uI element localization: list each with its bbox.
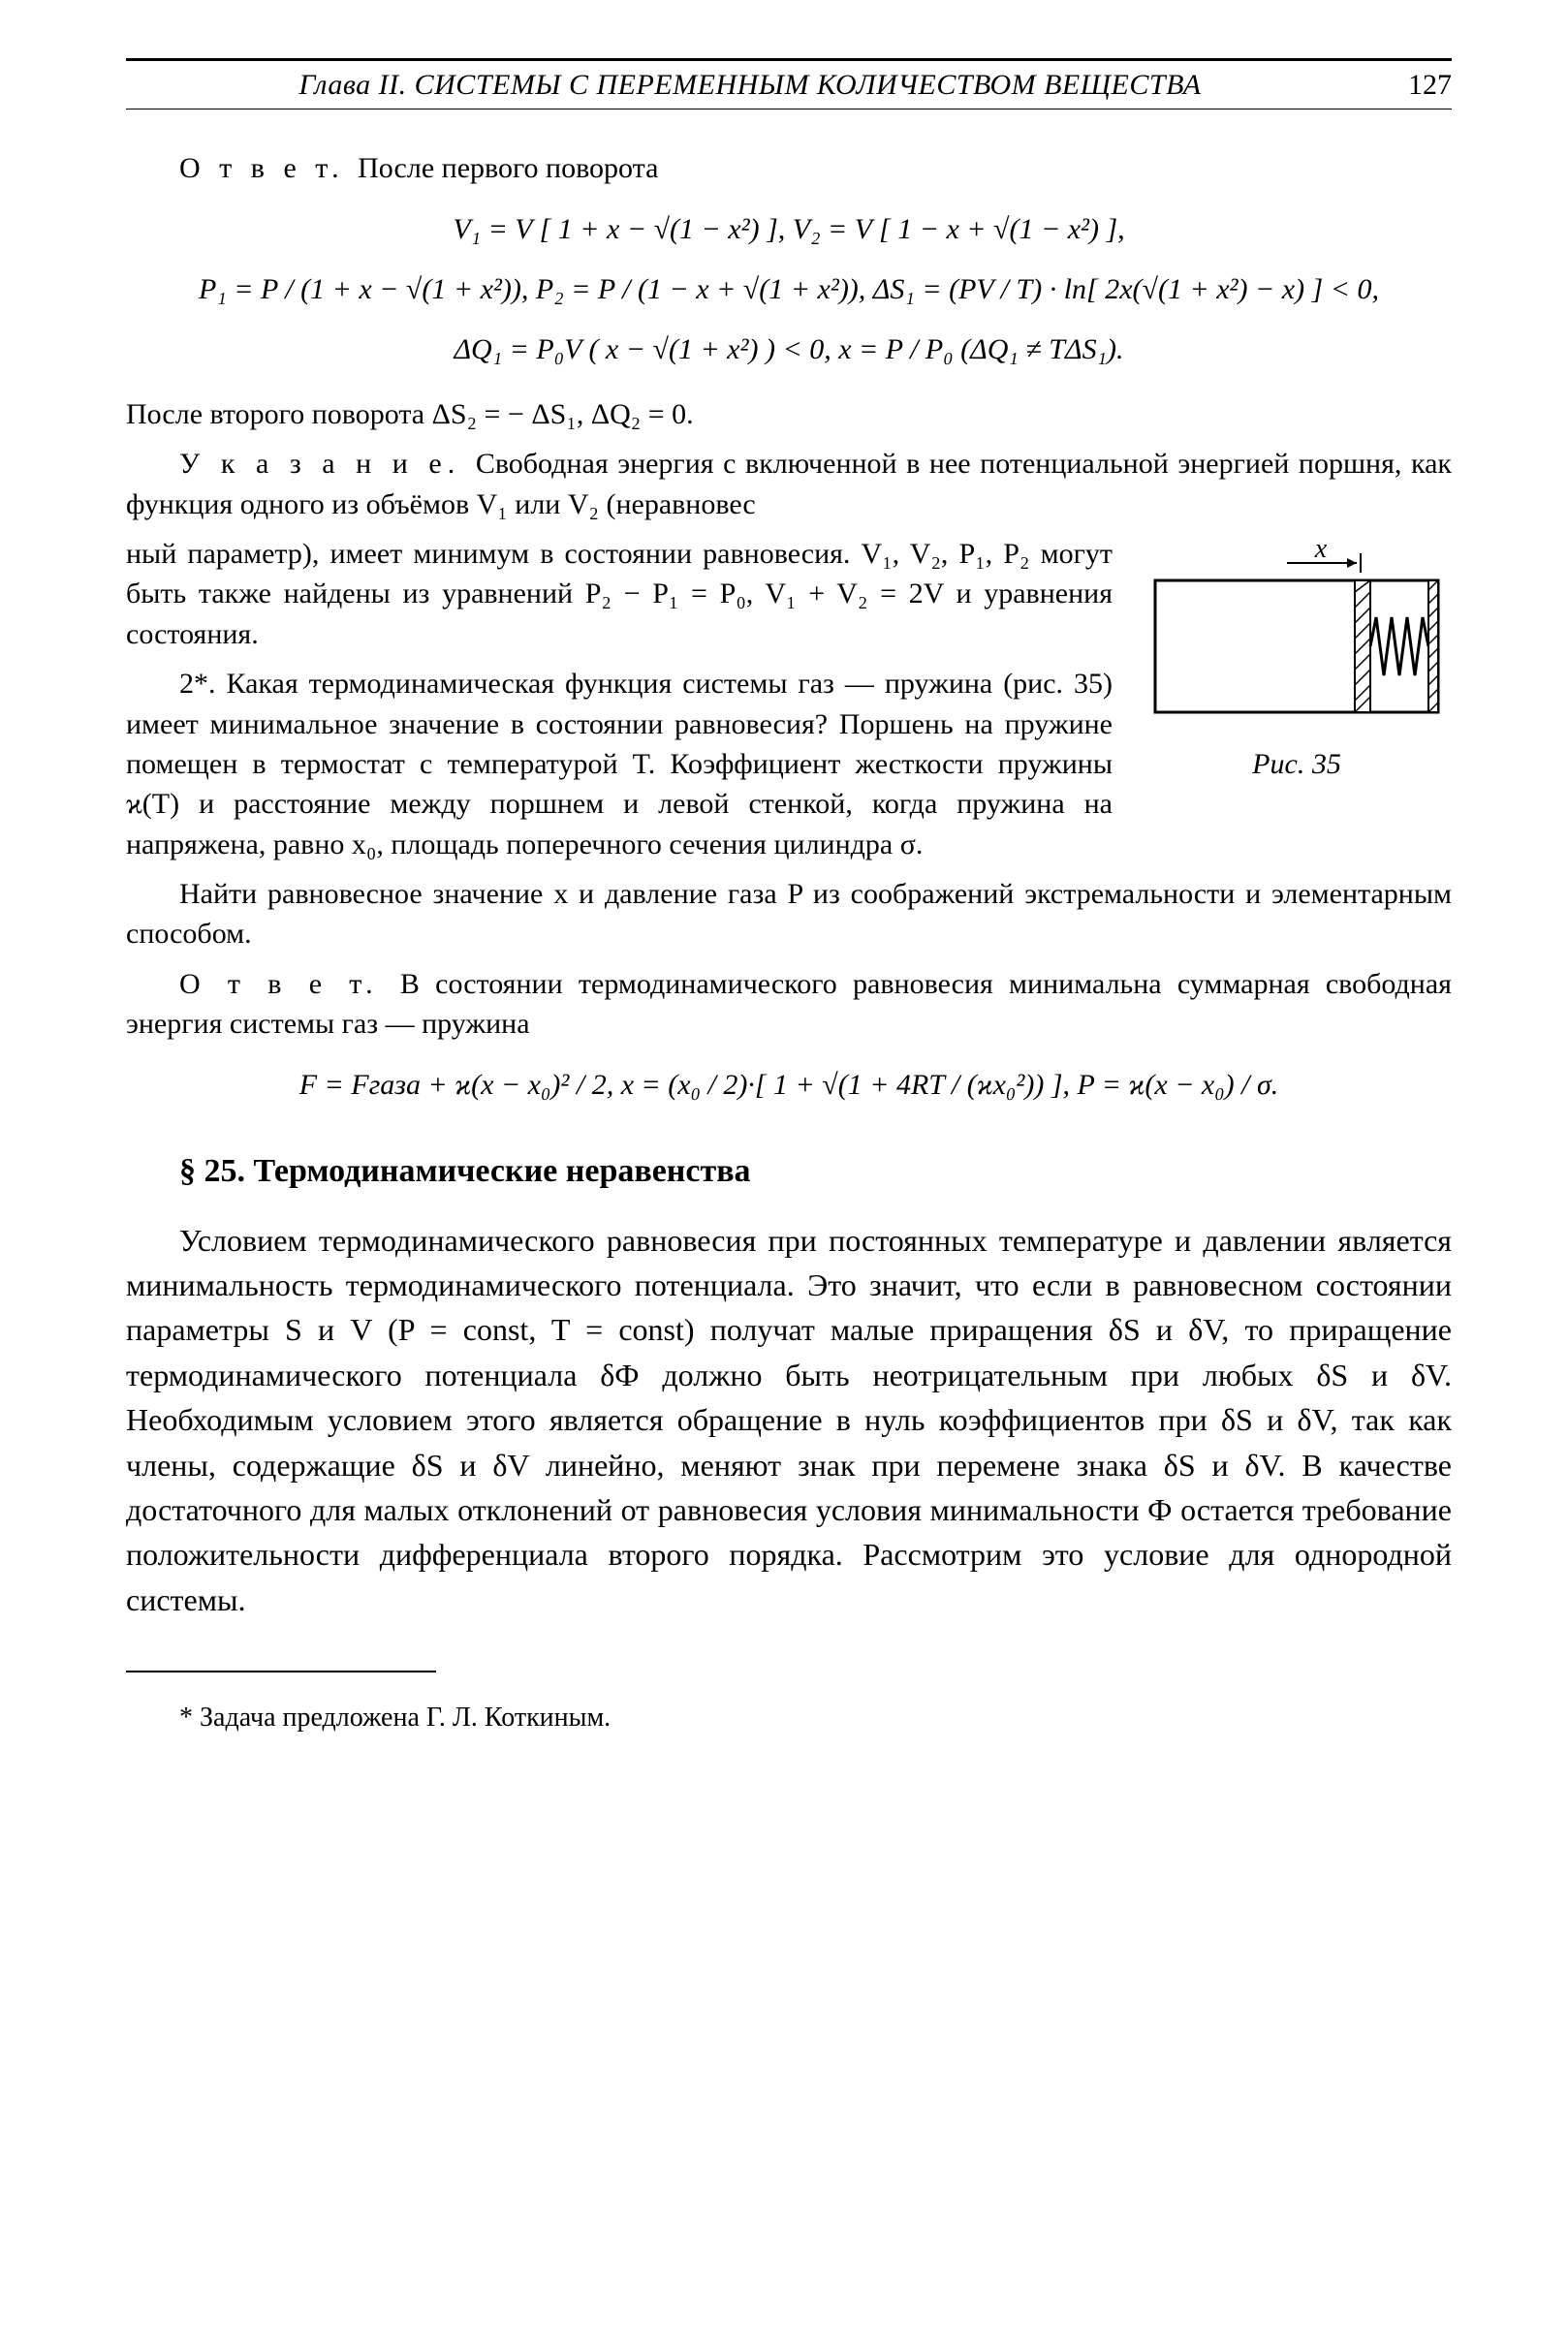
spring-icon xyxy=(1370,617,1428,675)
section-25-title: § 25. Термодинамические неравенства xyxy=(126,1149,1452,1195)
wall-icon xyxy=(1428,580,1438,712)
problem-2star-task: Найти равновесное значение x и давление … xyxy=(126,874,1452,954)
page: Глава II. СИСТЕМЫ С ПЕРЕМЕННЫМ КОЛИЧЕСТВ… xyxy=(0,0,1568,1823)
eq2: F = Fгаза + ϰ(x − x₀)² / 2, x = (x₀ / 2)… xyxy=(126,1062,1452,1109)
piston-icon xyxy=(1355,580,1370,712)
hint-paragraph-a: У к а з а н и е. Свободная энергия с вкл… xyxy=(126,444,1452,524)
footnote-rule xyxy=(126,1671,436,1672)
answer-label-2: О т в е т. xyxy=(179,968,400,1000)
answer-1-intro: О т в е т. После первого поворота xyxy=(126,148,1452,188)
answer-2-intro: О т в е т. В состоянии термодинамическог… xyxy=(126,964,1452,1045)
figure-35: x xyxy=(1142,542,1452,785)
running-header: Глава II. СИСТЕМЫ С ПЕРЕМЕННЫМ КОЛИЧЕСТВ… xyxy=(126,58,1452,109)
figure-text-wrap: x xyxy=(126,534,1452,964)
section-25-body: Условием термодинамического равновесия п… xyxy=(126,1218,1452,1623)
figure-35-svg: x xyxy=(1151,542,1442,716)
hint-label: У к а з а н и е. xyxy=(179,448,476,480)
eq1-row3: ΔQ₁ = P₀V ( x − √(1 + x²) ) < 0, x = P /… xyxy=(126,327,1452,373)
chapter-title: Глава II. СИСТЕМЫ С ПЕРЕМЕННЫМ КОЛИЧЕСТВ… xyxy=(126,65,1374,105)
figure-x-label: x xyxy=(1314,542,1328,564)
figure-caption: Рис. 35 xyxy=(1142,744,1452,784)
equation-block-2: F = Fгаза + ϰ(x − x₀)² / 2, x = (x₀ / 2)… xyxy=(126,1062,1452,1109)
after-second-turn: После второго поворота ΔS₂ = − ΔS₁, ΔQ₂ … xyxy=(126,394,1452,434)
equation-block-1: V₁ = V [ 1 + x − √(1 − x²) ], V₂ = V [ 1… xyxy=(126,206,1452,373)
eq1-row1: V₁ = V [ 1 + x − √(1 − x²) ], V₂ = V [ 1… xyxy=(126,206,1452,253)
page-number: 127 xyxy=(1374,65,1452,105)
footnote: * Задача предложена Г. Л. Коткиным. xyxy=(126,1700,1452,1737)
answer-label: О т в е т. xyxy=(179,152,358,184)
eq1-row2: P₁ = P / (1 + x − √(1 + x²)), P₂ = P / (… xyxy=(126,266,1452,313)
